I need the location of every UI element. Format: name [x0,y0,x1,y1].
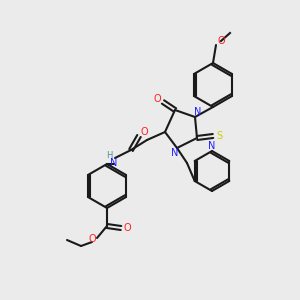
Text: N: N [194,107,202,117]
Text: O: O [153,94,161,104]
Text: O: O [123,223,131,233]
Text: O: O [88,234,96,244]
Text: S: S [216,131,222,141]
Text: O: O [217,36,225,46]
Text: N: N [208,141,216,151]
Text: N: N [171,148,179,158]
Text: H: H [106,152,112,160]
Text: N: N [110,158,118,168]
Text: O: O [140,127,148,137]
